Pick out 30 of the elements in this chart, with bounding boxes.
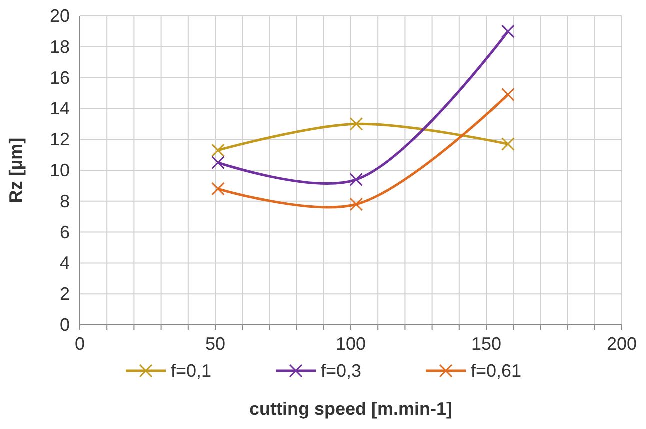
point bbox=[211, 156, 225, 170]
point bbox=[211, 144, 225, 158]
y-tick-label: 2 bbox=[60, 284, 70, 304]
y-tick-label: 20 bbox=[50, 6, 70, 26]
y-tick-label: 4 bbox=[60, 253, 70, 274]
point bbox=[350, 117, 364, 131]
x-tick-label: 0 bbox=[74, 334, 86, 354]
point bbox=[350, 198, 364, 212]
legend-label: f=0,61 bbox=[471, 361, 522, 381]
legend-label: f=0,1 bbox=[171, 361, 212, 381]
legend-label: f=0,3 bbox=[321, 361, 362, 381]
point bbox=[501, 88, 515, 102]
x-tick-label: 50 bbox=[205, 334, 226, 354]
y-tick-label: 12 bbox=[50, 130, 70, 150]
point bbox=[501, 137, 515, 151]
y-tick-label: 8 bbox=[60, 191, 70, 212]
x-tick-label: 100 bbox=[336, 334, 366, 354]
x-tick-label: 150 bbox=[471, 334, 502, 354]
y-axis-title: Rz [µm] bbox=[6, 138, 26, 204]
y-tick-label: 16 bbox=[50, 68, 70, 88]
point bbox=[350, 173, 364, 187]
point bbox=[211, 182, 225, 196]
x-axis-title: cutting speed [m.min-1] bbox=[249, 399, 453, 419]
y-tick-label: 6 bbox=[60, 222, 70, 242]
y-tick-label: 18 bbox=[50, 36, 70, 57]
y-tick-label: 10 bbox=[50, 160, 70, 180]
x-tick-label: 200 bbox=[606, 334, 638, 354]
y-tick-label: 14 bbox=[50, 98, 70, 119]
point bbox=[501, 24, 515, 38]
y-tick-label: 0 bbox=[60, 315, 70, 335]
